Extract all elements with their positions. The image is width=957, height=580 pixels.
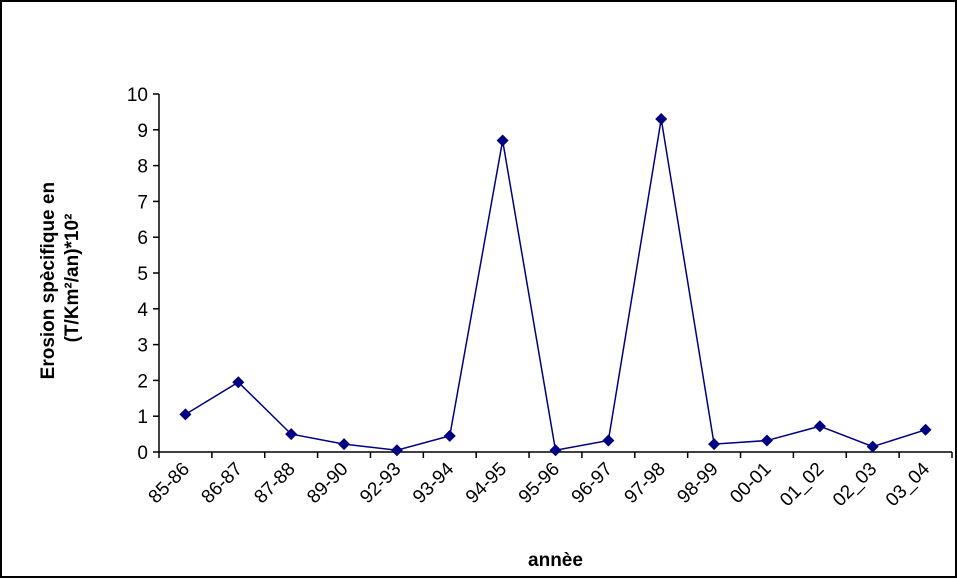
x-tick-label: 03_04 xyxy=(882,458,935,511)
y-tick-label: 5 xyxy=(137,264,148,285)
data-point xyxy=(443,429,456,442)
data-point xyxy=(866,440,879,453)
x-tick-label: 94-95 xyxy=(462,459,511,508)
x-tick-label: 97-98 xyxy=(621,459,670,508)
x-tick-label: 86-87 xyxy=(198,459,247,508)
y-axis-title-line-1: Erosion spècifique en xyxy=(38,182,59,379)
x-tick-label: 85-86 xyxy=(145,459,194,508)
x-axis-ticks: 85-86 86-87 87-88 89-90 92-93 93-94 94-95 95-96… xyxy=(145,452,953,511)
x-tick-label: 96-97 xyxy=(568,459,617,508)
x-tick-label: 95-96 xyxy=(515,459,564,508)
x-tick-label: 92-93 xyxy=(356,459,405,508)
y-tick-label: 3 xyxy=(137,336,148,357)
data-point xyxy=(919,423,932,436)
x-tick-label: 02_03 xyxy=(829,459,881,511)
data-point xyxy=(760,434,773,447)
x-tick-label: 89-90 xyxy=(303,459,352,508)
y-tick-label: 6 xyxy=(137,228,148,249)
x-tick-label: 98-99 xyxy=(673,459,722,508)
axes xyxy=(158,94,952,453)
y-tick-label: 2 xyxy=(137,371,148,392)
x-axis-title: annèe xyxy=(528,550,583,571)
series-group xyxy=(179,113,932,457)
y-axis-title: Erosion spècifique en (T/Km²/an)*10² xyxy=(38,177,83,380)
series-line xyxy=(185,118,926,452)
x-tick-label: 93-94 xyxy=(409,458,459,508)
y-tick-label: 8 xyxy=(137,157,148,178)
y-tick-label: 10 xyxy=(127,85,148,106)
y-tick-label: 7 xyxy=(137,192,148,213)
y-axis-title-line-2: (T/Km²/an)*10² xyxy=(62,214,83,343)
x-tick-label: 87-88 xyxy=(250,459,299,508)
data-point xyxy=(338,438,351,451)
data-point xyxy=(549,444,562,457)
y-tick-label: 4 xyxy=(137,300,148,321)
y-axis-ticks: 0 1 2 3 4 5 6 7 8 9 10 xyxy=(127,85,159,464)
data-point xyxy=(179,408,192,421)
x-tick-label: 01_02 xyxy=(776,459,828,511)
data-point xyxy=(813,420,826,433)
data-point xyxy=(496,134,509,147)
y-tick-label: 0 xyxy=(137,443,148,464)
x-tick-label: 00-01 xyxy=(726,459,775,508)
data-point xyxy=(390,444,403,457)
y-tick-label: 9 xyxy=(137,121,148,142)
data-point xyxy=(232,376,245,389)
data-point xyxy=(285,428,298,441)
data-point xyxy=(655,113,668,126)
data-point xyxy=(602,434,615,447)
data-point xyxy=(708,438,721,451)
y-tick-label: 1 xyxy=(137,407,148,428)
